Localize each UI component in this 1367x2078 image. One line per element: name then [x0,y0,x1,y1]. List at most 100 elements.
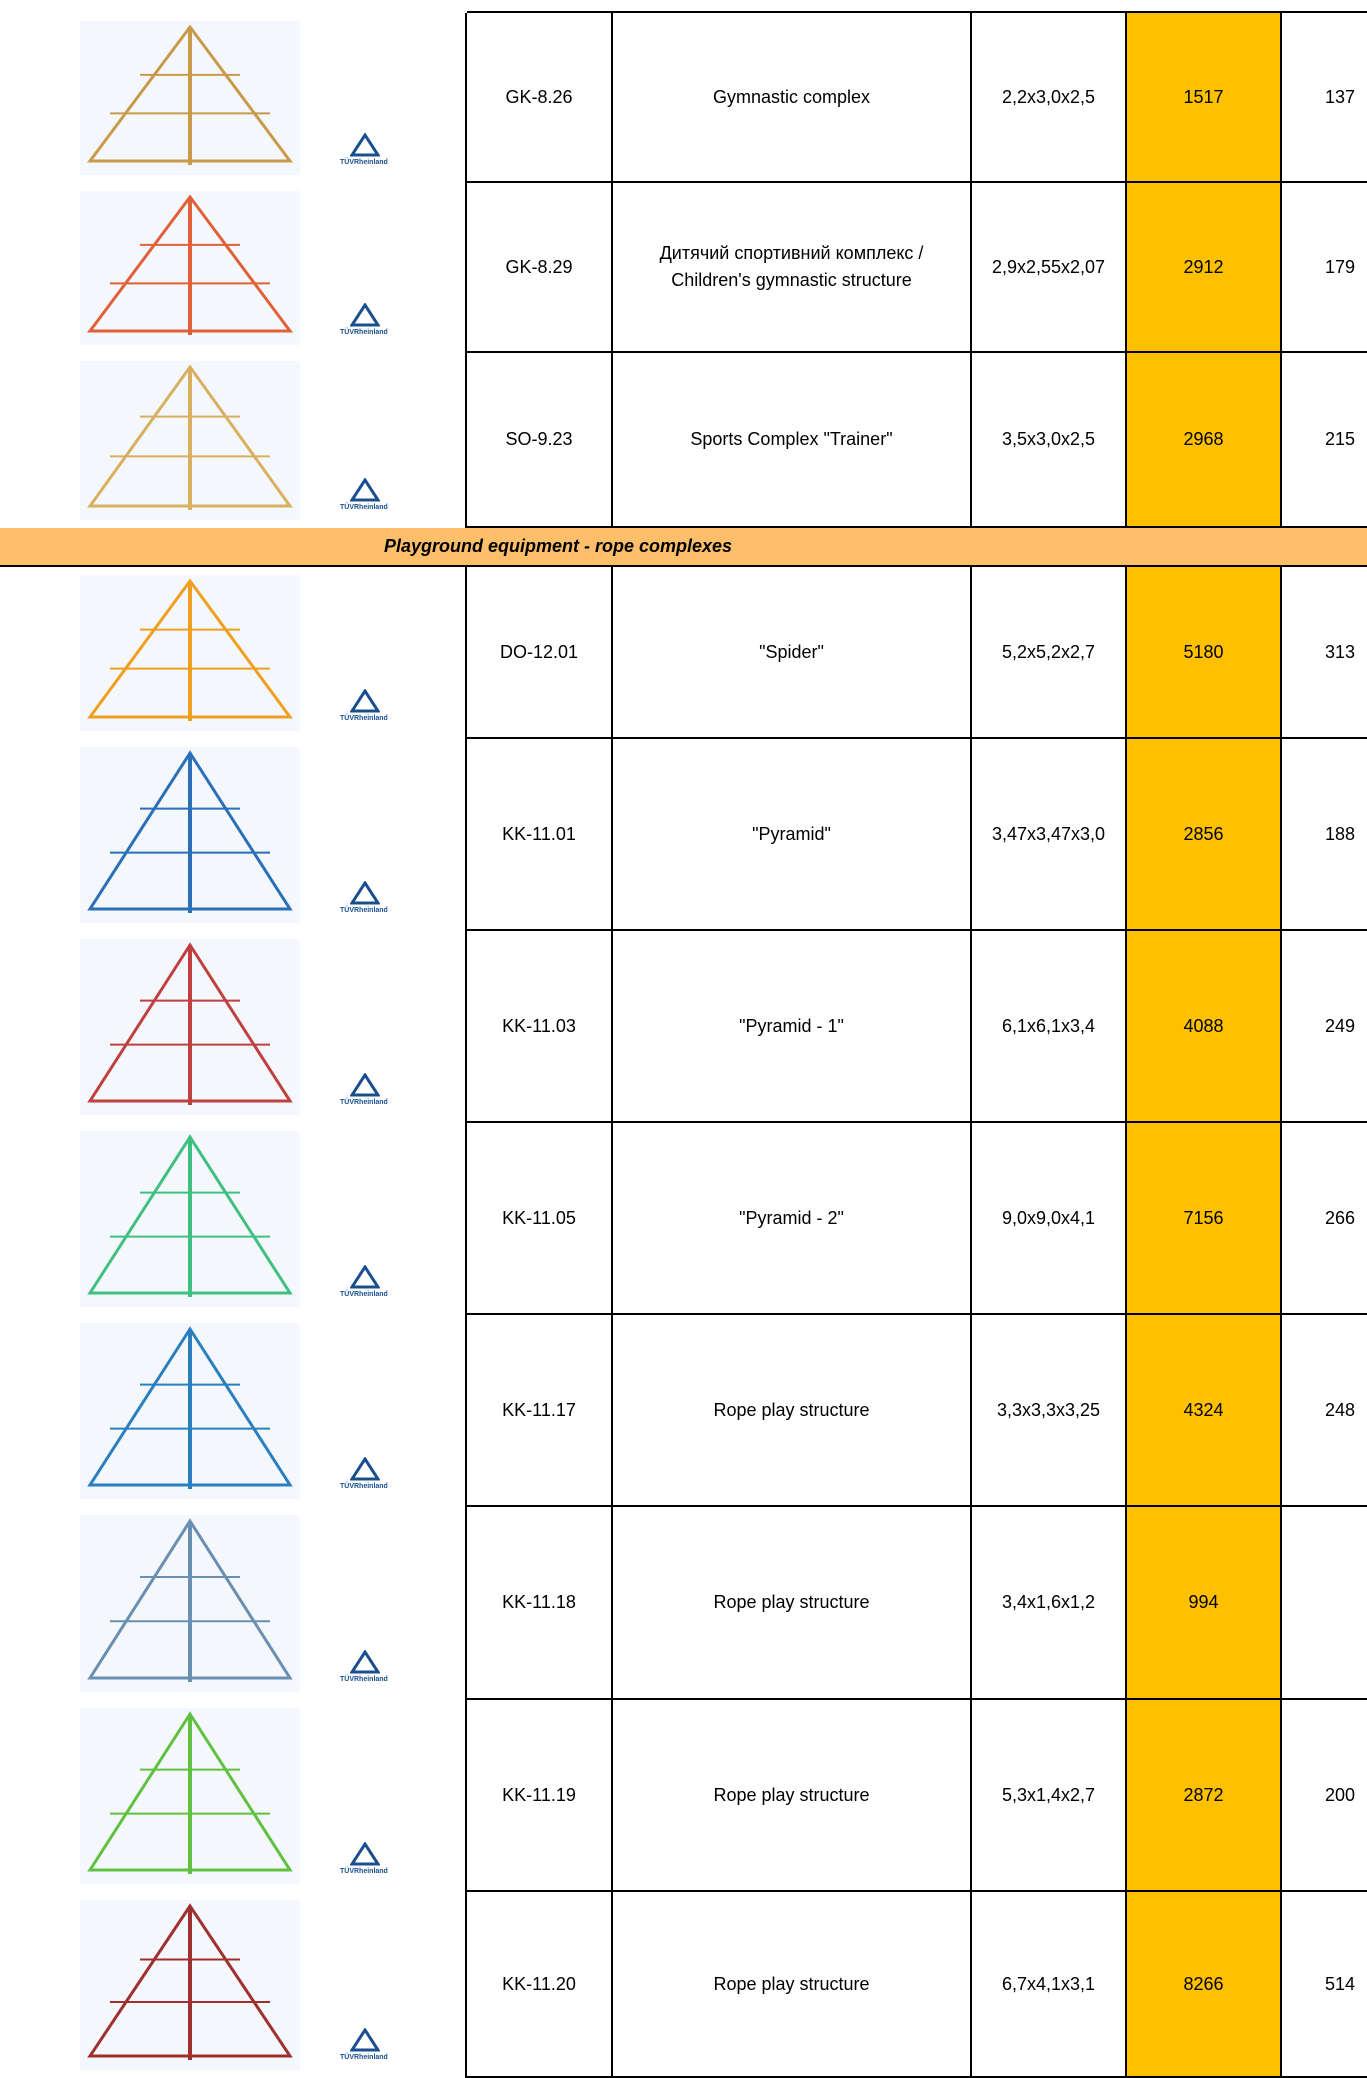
size-cell: 3,3x3,3x3,25 [970,1315,1127,1507]
product-image [80,939,300,1115]
price-cell: 1517 [1125,13,1282,183]
logo-icon [350,1265,380,1289]
logo-icon [350,1842,380,1866]
size-cell: 3,47x3,47x3,0 [970,739,1127,931]
logo-text: TÜVRheinland [340,2054,388,2061]
logo-text: TÜVRheinland [340,1483,388,1490]
price-cell: 2856 [1125,739,1282,931]
product-image [80,1708,300,1884]
product-image [80,21,300,175]
qty-cell: 179 [1280,183,1367,353]
qty-cell: 200 [1280,1700,1367,1892]
size-cell: 6,7x4,1x3,1 [970,1892,1127,2078]
size-cell: 2,2x3,0x2,5 [970,13,1127,183]
logo-icon [350,689,380,713]
image-cell [0,1123,467,1315]
image-cell [0,1700,467,1892]
image-cell [0,739,467,931]
logo-icon [350,133,380,157]
logo-text: TÜVRheinland [340,504,388,511]
qty-cell: 313 [1280,567,1367,739]
logo-text: TÜVRheinland [340,1291,388,1298]
logo-icon [350,2028,380,2052]
logo-icon [350,1457,380,1481]
name-cell: Rope play structure [611,1315,972,1507]
price-cell: 7156 [1125,1123,1282,1315]
size-cell: 5,3x1,4x2,7 [970,1700,1127,1892]
price-cell: 2872 [1125,1700,1282,1892]
logo-icon [350,303,380,327]
qty-cell: 514 [1280,1892,1367,2078]
product-image [80,1515,300,1692]
price-cell: 994 [1125,1507,1282,1700]
logo-icon [350,478,380,502]
logo-text: TÜVRheinland [340,715,388,722]
qty-cell: 249 [1280,931,1367,1123]
logo-text: TÜVRheinland [340,159,388,166]
name-cell: "Spider" [611,567,972,739]
code-cell: GK-8.26 [465,13,613,183]
product-image [80,191,300,345]
logo-text: TÜVRheinland [340,329,388,336]
name-cell: Rope play structure [611,1700,972,1892]
code-cell: KK-11.05 [465,1123,613,1315]
qty-cell: 215 [1280,353,1367,528]
name-cell: Gymnastic complex [611,13,972,183]
section-title: Playground equipment - rope complexes [384,536,733,556]
size-cell: 9,0x9,0x4,1 [970,1123,1127,1315]
code-cell: KK-11.20 [465,1892,613,2078]
section-band: Playground equipment - rope complexes [0,528,1367,567]
code-cell: KK-11.17 [465,1315,613,1507]
price-cell: 2912 [1125,183,1282,353]
logo-icon [350,1073,380,1097]
logo-text: TÜVRheinland [340,1099,388,1106]
product-image [80,1131,300,1307]
image-cell [0,13,467,183]
product-image [80,1323,300,1499]
qty-cell [1280,1507,1367,1700]
name-cell: Sports Complex "Trainer" [611,353,972,528]
name-cell: Rope play structure [611,1892,972,2078]
price-cell: 5180 [1125,567,1282,739]
code-cell: GK-8.29 [465,183,613,353]
image-cell [0,931,467,1123]
image-cell [0,567,467,739]
size-cell: 3,5x3,0x2,5 [970,353,1127,528]
size-cell: 2,9x2,55x2,07 [970,183,1127,353]
price-cell: 4324 [1125,1315,1282,1507]
logo-text: TÜVRheinland [340,1676,388,1683]
product-image [80,361,300,520]
product-image [80,575,300,731]
code-cell: DO-12.01 [465,567,613,739]
product-image [80,1900,300,2070]
logo-text: TÜVRheinland [340,1868,388,1875]
name-cell: "Pyramid - 2" [611,1123,972,1315]
qty-cell: 188 [1280,739,1367,931]
size-cell: 6,1x6,1x3,4 [970,931,1127,1123]
image-cell [0,353,467,528]
qty-cell: 248 [1280,1315,1367,1507]
image-cell [0,1507,467,1700]
name-cell: Дитячий спортивний комплекс / Children's… [611,183,972,353]
qty-cell: 137 [1280,13,1367,183]
name-cell: "Pyramid - 1" [611,931,972,1123]
code-cell: KK-11.18 [465,1507,613,1700]
size-cell: 5,2x5,2x2,7 [970,567,1127,739]
name-cell: "Pyramid" [611,739,972,931]
logo-icon [350,881,380,905]
price-cell: 8266 [1125,1892,1282,2078]
image-cell [0,1892,467,2078]
price-cell: 4088 [1125,931,1282,1123]
qty-cell: 266 [1280,1123,1367,1315]
image-cell [0,183,467,353]
code-cell: SO-9.23 [465,353,613,528]
size-cell: 3,4x1,6x1,2 [970,1507,1127,1700]
top-rule [467,11,1367,13]
code-cell: KK-11.01 [465,739,613,931]
code-cell: KK-11.19 [465,1700,613,1892]
logo-icon [350,1650,380,1674]
product-image [80,747,300,923]
price-cell: 2968 [1125,353,1282,528]
code-cell: KK-11.03 [465,931,613,1123]
